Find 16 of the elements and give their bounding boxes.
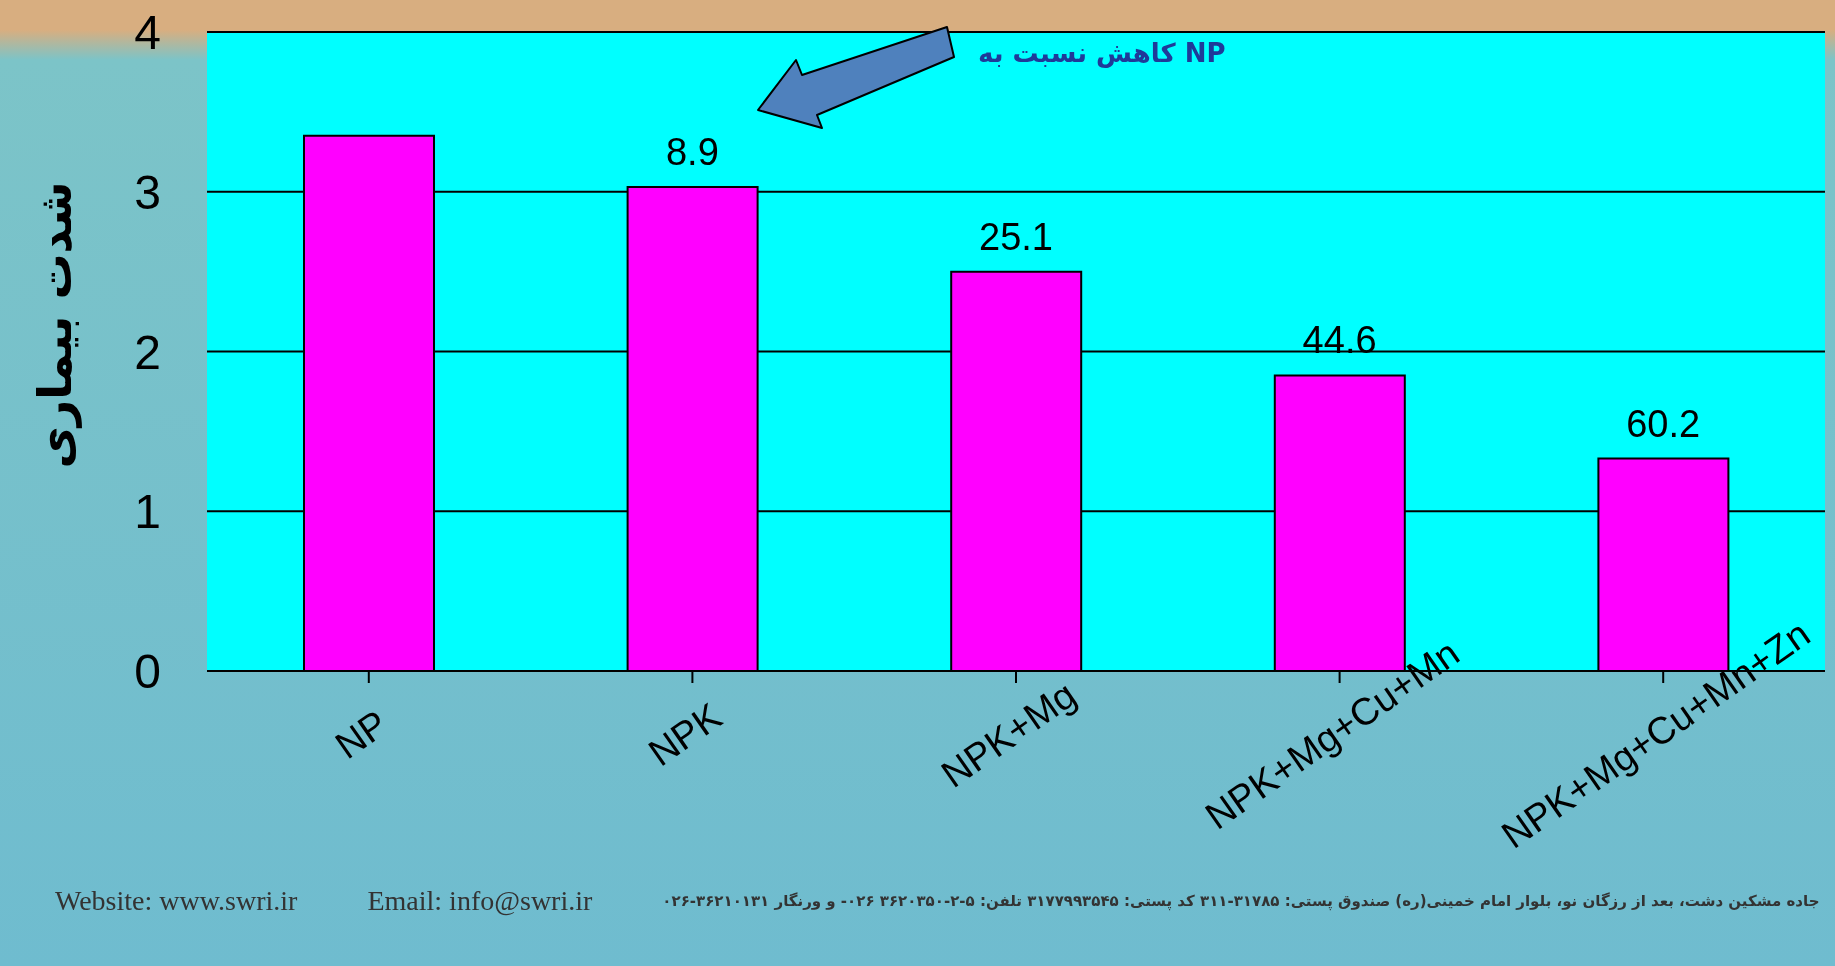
x-tick-label: NP: [327, 702, 396, 767]
x-tick-label: NPK: [640, 694, 729, 774]
y-axis-title: شدت بیماری: [28, 181, 82, 469]
annotation: کاهش نسبت به NP: [978, 38, 1226, 68]
text: Email: info@swri.ir: [367, 885, 593, 917]
y-tick-label: 4: [134, 6, 161, 60]
annotation: 60.2: [1626, 402, 1701, 445]
annotation: 8.9: [665, 130, 719, 173]
y-tick-label: 1: [134, 485, 161, 539]
annotation: 44.6: [1302, 319, 1377, 362]
y-tick-label: 0: [134, 645, 161, 699]
y-tick-label: 3: [134, 165, 161, 219]
annotation: 25.1: [979, 215, 1053, 258]
y-tick-label: 2: [134, 325, 161, 379]
text: جاده مشکین دشت، بعد از رزگان نو، بلوار امام خمینی(ره) صندوق پستی: ۳۱۷۸۵-۳۱۱ کد پستی: ۳۱۷۷۹۹۳۵۴۵ تلفن: ۵-۲-۳۶۲۰۳۵۰ ۰۲۶- و ورنگار ۳۶۲۱۰۱۳۱-۰۲۶: [662, 892, 1820, 910]
text: Website: www.swri.ir: [55, 885, 298, 917]
